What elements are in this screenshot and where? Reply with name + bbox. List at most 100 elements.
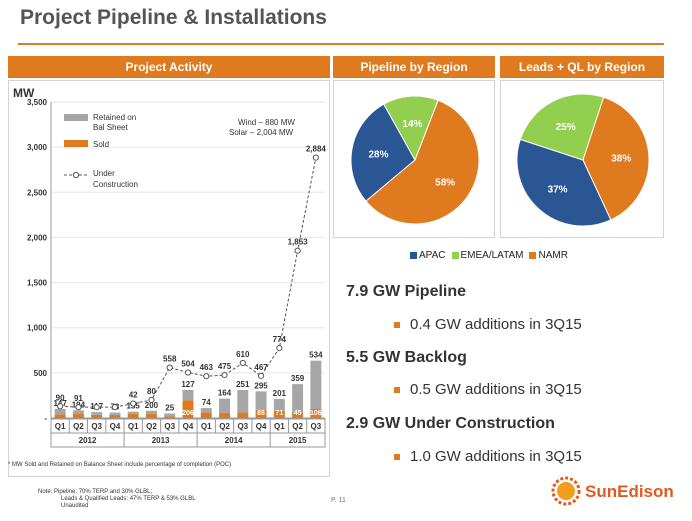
bullet-icon <box>394 453 400 460</box>
y-tick-label: - <box>44 414 47 423</box>
bullet-icon <box>394 321 400 328</box>
bar-sold-label: 71 <box>275 410 283 417</box>
bar-sold <box>310 408 322 418</box>
x-tick-label: Q2 <box>292 422 303 431</box>
legend-apac-label: APAC <box>419 250 446 261</box>
y-tick-label: 2,500 <box>27 188 48 197</box>
under-construction-point <box>111 404 119 411</box>
bar-retained <box>219 398 231 414</box>
legend-retained-label: Bal Sheet <box>93 123 128 132</box>
under-construction-label: 80 <box>147 387 156 396</box>
note-line: Leads & Qualified Leads: 47% TERP & 53% … <box>61 496 196 502</box>
legend-retained-swatch <box>64 114 88 121</box>
x-tick-label: Q3 <box>237 422 248 431</box>
y-tick-label: 1,500 <box>27 279 48 288</box>
under-construction-point <box>239 359 246 367</box>
bar-retained <box>310 360 322 409</box>
legend-uc-label: Construction <box>93 180 138 189</box>
x-tick-label: Q3 <box>311 422 322 431</box>
pie-slice-label: 38% <box>611 154 631 165</box>
y-tick-label: 3,000 <box>27 143 48 152</box>
x-tick-label: Q1 <box>201 422 212 431</box>
bar-sold <box>72 413 84 418</box>
year-label: 2014 <box>225 436 243 445</box>
legend-namr-label: NAMR <box>538 250 568 261</box>
project-activity-header: Project Activity <box>8 56 330 78</box>
legend-apac-swatch <box>410 252 417 259</box>
pie-slice-label: 28% <box>368 149 388 160</box>
pipeline-pie-chart: 28% 14% 58% <box>350 95 480 225</box>
bar-sold <box>237 412 249 418</box>
under-construction-point <box>221 372 228 379</box>
bar-retained <box>54 408 66 415</box>
year-label: 2013 <box>152 436 170 445</box>
under-construction-label: 558 <box>163 355 177 364</box>
kpi-backlog-title: 5.5 GW Backlog <box>346 349 467 366</box>
legend-uc-marker <box>72 171 80 179</box>
x-tick-label: Q3 <box>91 422 102 431</box>
bar-sold <box>182 400 194 418</box>
x-tick-label: Q2 <box>219 422 230 431</box>
bar-sold <box>219 413 231 418</box>
bar-sold-label: 45 <box>294 410 302 417</box>
logo-text: SunEdison <box>585 482 674 501</box>
under-construction-label: 463 <box>200 363 214 372</box>
kpi-pipeline-sub-text: 0.4 GW additions in 3Q15 <box>410 316 582 333</box>
y-axis-label: MW <box>13 86 35 100</box>
under-construction-label: 467 <box>254 363 268 372</box>
leads-by-region-header: Leads + QL by Region <box>500 56 664 78</box>
page-title: Project Pipeline & Installations <box>20 6 327 29</box>
year-label: 2012 <box>79 436 97 445</box>
page-number: P. 11 <box>331 497 346 504</box>
y-tick-label: 2,000 <box>27 233 48 242</box>
under-construction-point <box>276 345 283 352</box>
bar-retained-label: 127 <box>181 380 195 389</box>
footnote: * MW Sold and Retained on Balance Sheet … <box>8 462 232 468</box>
under-construction-point <box>184 369 192 376</box>
y-tick-label: 3,500 <box>27 98 48 107</box>
bar-retained-label: 251 <box>236 380 250 389</box>
kpi-backlog-sub: 0.5 GW additions in 3Q15 <box>394 381 582 398</box>
bar-retained <box>292 384 304 413</box>
bar-retained <box>109 412 121 415</box>
note-line: Note: Pipeline: 70% TERP and 30% GLBL; <box>38 489 153 495</box>
x-tick-label: Q4 <box>256 422 267 431</box>
pipeline-pie-panel: 28% 14% 58% <box>333 80 495 238</box>
bar-retained-label: 359 <box>291 374 305 383</box>
bar-retained <box>273 399 285 411</box>
under-construction-label: 504 <box>181 359 195 368</box>
bar-retained <box>91 412 103 415</box>
bar-sold <box>255 409 267 418</box>
bar-sold <box>91 414 103 418</box>
x-tick-label: Q4 <box>183 422 194 431</box>
bar-retained-label: 164 <box>218 389 232 398</box>
note: Note: Pipeline: 70% TERP and 30% GLBL; L… <box>38 489 196 510</box>
legend-emea: EMEA/LATAM <box>451 250 523 261</box>
bar-retained-label: 200 <box>145 401 159 410</box>
under-construction-label: 774 <box>273 335 287 344</box>
sun-icon <box>551 476 581 506</box>
kpi-pipeline-sub: 0.4 GW additions in 3Q15 <box>394 316 582 333</box>
bar-sold-label: 206 <box>182 410 194 417</box>
bar-retained <box>182 390 194 401</box>
x-tick-label: Q1 <box>55 422 66 431</box>
bar-sold <box>109 414 121 418</box>
leads-pie-chart: 37% 25% 38% <box>516 93 650 227</box>
x-tick-label: Q4 <box>110 422 121 431</box>
under-construction-point <box>93 404 100 411</box>
project-activity-chart: MW-5001,0001,5002,0002,5003,0003,5001471… <box>13 86 326 448</box>
bar-retained <box>237 390 249 413</box>
under-construction-point <box>57 403 64 410</box>
bar-sold <box>145 413 157 418</box>
x-tick-label: Q2 <box>146 422 157 431</box>
under-construction-label: 91 <box>74 394 83 403</box>
kpi-pipeline-title: 7.9 GW Pipeline <box>346 283 467 300</box>
bar-retained-label: 295 <box>254 381 268 390</box>
year-label: 2015 <box>289 436 307 445</box>
x-tick-label: Q2 <box>73 422 84 431</box>
chart-annotation: Wind – 880 MW <box>238 118 295 127</box>
bar-retained <box>200 408 212 413</box>
pie-slice <box>519 93 605 161</box>
chart-annotation: Solar – 2,004 MW <box>229 128 293 137</box>
bar-sold-label: 88 <box>257 410 265 417</box>
